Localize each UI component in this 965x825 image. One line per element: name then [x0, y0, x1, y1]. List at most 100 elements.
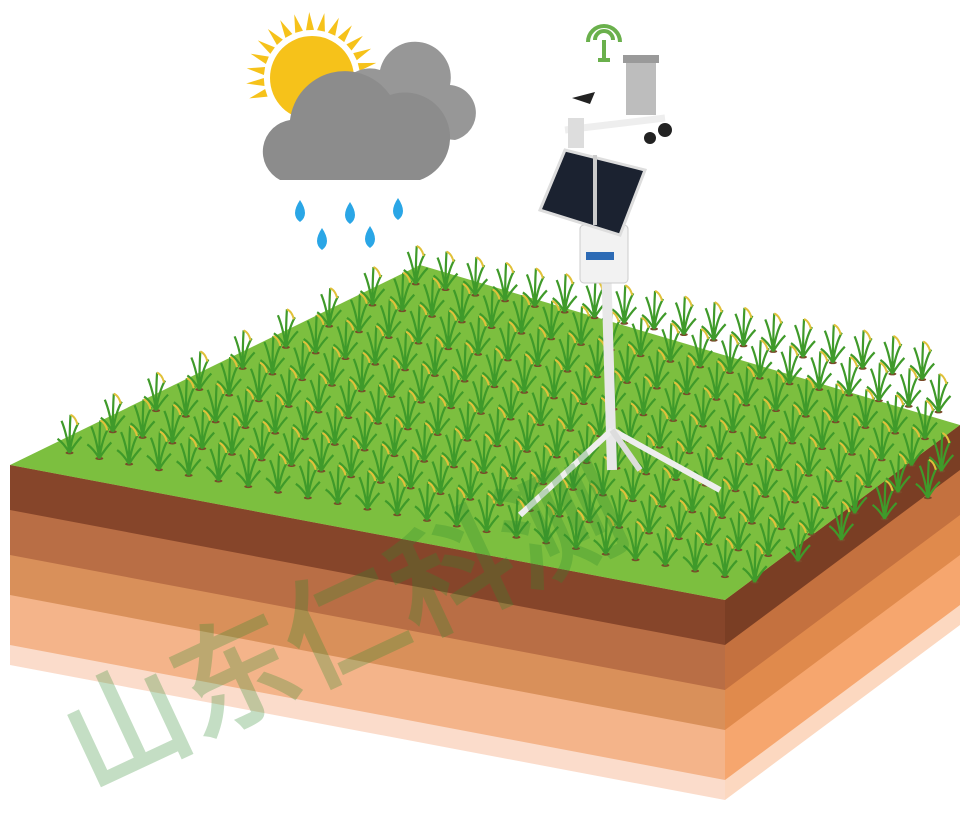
rice-plant [246, 361, 272, 403]
grain [736, 451, 745, 463]
grain [790, 344, 799, 357]
grain [362, 351, 371, 364]
leaves [547, 478, 573, 517]
leaves [457, 461, 484, 500]
grain [614, 370, 623, 382]
grain [641, 316, 650, 328]
leaves [498, 380, 524, 420]
leaves [176, 437, 202, 476]
grain [338, 464, 347, 476]
leg [517, 427, 615, 518]
plants [56, 245, 955, 584]
grain [346, 319, 355, 331]
leaves [742, 544, 768, 583]
leaves [611, 285, 638, 324]
grain [470, 460, 480, 472]
rice-plant [146, 430, 172, 472]
leaves [422, 337, 448, 376]
grain [394, 416, 404, 428]
leaves [56, 414, 83, 454]
rice-plant [462, 256, 489, 297]
leaves [793, 378, 819, 417]
leaves [384, 476, 411, 516]
leaves [438, 369, 464, 409]
leaves [86, 420, 113, 460]
leaves [627, 317, 654, 357]
rice-plant [749, 398, 776, 439]
leaves [246, 362, 272, 402]
leaves [571, 365, 597, 405]
rice-plant [630, 375, 657, 417]
leaves [378, 358, 405, 398]
leaves [289, 341, 315, 381]
rice-plant [866, 361, 892, 403]
ray [246, 78, 265, 87]
leaves [262, 395, 289, 434]
grain [590, 482, 599, 494]
grain [792, 403, 802, 416]
rice-plant [730, 306, 757, 348]
grain [535, 267, 544, 279]
grain [825, 468, 834, 480]
leaves [679, 473, 706, 513]
rice-plant [292, 399, 318, 441]
leaves [159, 404, 186, 444]
grain [863, 329, 872, 341]
grain [841, 501, 851, 513]
grain [441, 454, 450, 466]
leaves [346, 293, 372, 333]
rice-plant [909, 340, 935, 382]
leaves [852, 389, 879, 428]
ray [353, 48, 372, 61]
grain [514, 439, 523, 451]
grain [199, 350, 209, 362]
leaves [563, 510, 589, 550]
grain [730, 333, 739, 345]
rice-plant [525, 326, 551, 368]
leaves [395, 390, 421, 430]
leaves [544, 418, 570, 458]
grain [495, 347, 504, 359]
leaves [533, 504, 559, 544]
grain [246, 388, 255, 400]
rice-plant [706, 419, 733, 460]
grain [216, 382, 225, 395]
rice-plant [186, 350, 213, 391]
leaves [481, 348, 508, 388]
rice-plant [100, 392, 126, 434]
grain [798, 522, 807, 534]
rice-plant [538, 299, 564, 341]
leaves [495, 321, 521, 361]
grain [551, 299, 561, 312]
leaves [143, 372, 169, 412]
grain [665, 526, 675, 538]
rice-plant [527, 385, 554, 427]
ray [267, 28, 283, 46]
leaves [657, 323, 684, 362]
grain [773, 312, 783, 324]
rice-plant [790, 318, 816, 359]
rice-plant [709, 478, 735, 519]
grain [670, 322, 680, 334]
ray [357, 62, 377, 71]
rice-plant [189, 409, 215, 451]
grain [643, 375, 653, 388]
leaves [332, 320, 359, 360]
leaves [432, 251, 459, 291]
rice-plant [885, 453, 911, 494]
grain [939, 372, 948, 385]
leaves [259, 335, 286, 375]
rice-plant [544, 418, 570, 459]
grain [511, 380, 520, 392]
grain [521, 294, 531, 306]
leaves [879, 335, 906, 375]
rice-plant [752, 457, 779, 498]
leaves [478, 289, 505, 329]
grain [219, 442, 228, 454]
rice-plant [825, 441, 852, 483]
grain [402, 271, 412, 283]
grain [819, 350, 829, 362]
grain [527, 412, 537, 424]
rice-plant [349, 351, 375, 393]
rice-plant [492, 261, 518, 303]
